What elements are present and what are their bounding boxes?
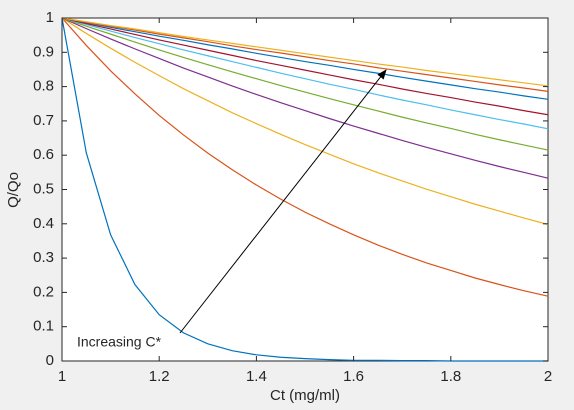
- y-tick-label: 0.3: [33, 249, 54, 266]
- x-tick-label: 2: [544, 368, 552, 385]
- y-tick-label: 1: [46, 9, 54, 26]
- x-tick-label: 1.8: [440, 368, 461, 385]
- plot: [61, 17, 549, 362]
- line-series: [61, 17, 549, 179]
- annotation-arrow: [179, 69, 387, 334]
- line-series: [61, 17, 549, 151]
- line-series: [61, 17, 549, 87]
- y-tick-label: 0.4: [33, 215, 54, 232]
- y-tick-label: 0.9: [33, 43, 54, 60]
- y-axis-label: Q/Qo: [5, 172, 22, 208]
- x-tick-label: 1.2: [149, 368, 170, 385]
- line-series: [61, 17, 549, 226]
- line-series: [61, 17, 549, 100]
- line-series: [61, 17, 548, 362]
- y-tick-label: 0.2: [33, 283, 54, 300]
- x-tick-label: 1.4: [246, 368, 267, 385]
- x-tick-label: 1: [58, 368, 66, 385]
- x-tick-label: 1.6: [343, 368, 364, 385]
- y-tick-label: 0.6: [33, 146, 54, 163]
- y-tick-label: 0.8: [33, 78, 54, 95]
- y-tick-label: 0: [46, 352, 54, 369]
- plot-area: [61, 17, 549, 362]
- line-series: [61, 17, 549, 92]
- line-series: [61, 17, 549, 116]
- annotation: Increasing C*: [77, 334, 162, 350]
- y-tick-label: 0.5: [33, 180, 54, 197]
- y-tick-label: 0.1: [33, 318, 54, 335]
- y-tick-label: 0.7: [33, 112, 54, 129]
- x-axis-label: Ct (mg/ml): [270, 387, 340, 404]
- line-series: [61, 17, 549, 297]
- line-series: [61, 17, 549, 130]
